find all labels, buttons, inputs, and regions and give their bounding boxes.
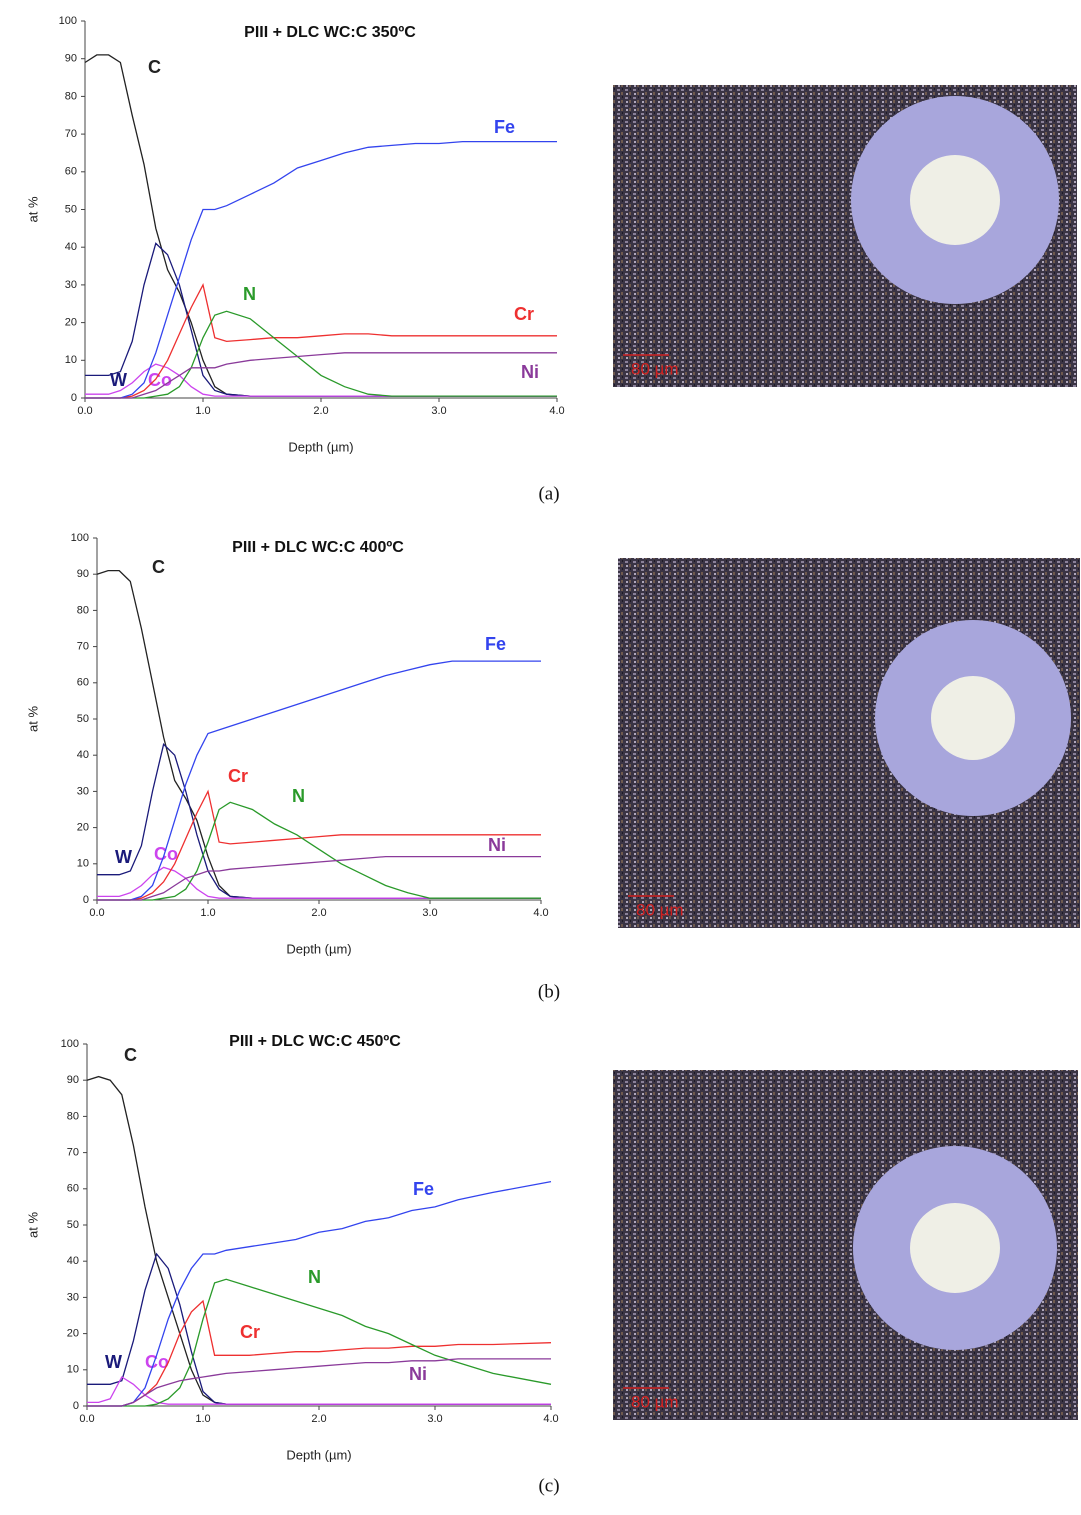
y-tick-label: 80 [67,1110,79,1122]
series-line [85,142,557,398]
y-axis-title: at % [25,196,40,222]
series-label: W [110,370,127,390]
series-label: N [308,1267,321,1287]
chart-title: PIII + DLC WC:C 350ºC [244,24,416,41]
page: 01020304050607080901000.01.02.03.04.0PII… [0,0,1081,1515]
series-line [87,1182,551,1406]
x-tick-label: 3.0 [431,405,446,417]
y-tick-label: 40 [67,1255,79,1267]
wear-core [910,155,1000,245]
y-axis-title: at % [25,706,40,732]
y-tick-label: 70 [77,641,89,653]
wear-core [931,676,1015,760]
y-tick-label: 70 [65,128,77,140]
series-label: Fe [413,1179,434,1199]
x-tick-label: 2.0 [313,405,328,417]
y-tick-label: 60 [67,1183,79,1195]
series-line [97,661,541,900]
y-tick-label: 30 [67,1291,79,1303]
y-tick-label: 70 [67,1147,79,1159]
y-tick-label: 90 [65,53,77,65]
y-tick-label: 30 [65,279,77,291]
y-tick-label: 40 [65,241,77,253]
y-tick-label: 20 [67,1328,79,1340]
x-tick-label: 1.0 [200,907,215,919]
x-tick-label: 4.0 [549,405,564,417]
x-axis-title: Depth (µm) [288,439,353,454]
panel-label: (a) [538,483,559,504]
y-tick-label: 50 [65,203,77,215]
x-tick-label: 0.0 [77,405,92,417]
series-label: Fe [494,117,515,137]
scale-bar-label: 80 µm [636,900,684,919]
y-tick-label: 60 [65,166,77,178]
series-label: C [124,1045,137,1065]
series-label: Cr [228,766,248,786]
x-tick-label: 4.0 [533,907,548,919]
scale-bar-label: 80 µm [631,359,679,378]
y-tick-label: 90 [77,568,89,580]
series-label: Cr [514,304,534,324]
x-tick-label: 1.0 [195,1413,210,1425]
series-label: C [148,57,161,77]
x-axis-title: Depth (µm) [286,1447,351,1462]
x-axis-title: Depth (µm) [286,941,351,956]
y-tick-label: 0 [83,894,89,906]
y-tick-label: 10 [77,858,89,870]
panel-label: (b) [538,981,560,1002]
y-tick-label: 20 [77,822,89,834]
series-line [97,744,541,898]
y-tick-label: 60 [77,677,89,689]
y-tick-label: 40 [77,749,89,761]
y-tick-label: 0 [71,392,77,404]
y-tick-label: 100 [71,532,89,544]
series-label: Ni [488,835,506,855]
series-label: Ni [521,362,539,382]
x-tick-label: 0.0 [89,907,104,919]
series-label: W [105,1352,122,1372]
y-tick-label: 80 [65,90,77,102]
series-label: C [152,557,165,577]
x-tick-label: 1.0 [195,405,210,417]
series-label: Fe [485,634,506,654]
y-tick-label: 90 [67,1074,79,1086]
y-tick-label: 20 [65,317,77,329]
y-tick-label: 50 [77,713,89,725]
series-line [85,55,557,396]
chart-title: PIII + DLC WC:C 400ºC [232,539,404,556]
y-tick-label: 10 [67,1364,79,1376]
x-tick-label: 2.0 [311,907,326,919]
x-tick-label: 4.0 [543,1413,558,1425]
chart-title: PIII + DLC WC:C 450ºC [229,1033,401,1050]
y-tick-label: 30 [77,785,89,797]
series-line [87,1279,551,1406]
y-tick-label: 80 [77,604,89,616]
y-axis-title: at % [25,1212,40,1238]
series-label: N [292,786,305,806]
x-tick-label: 3.0 [422,907,437,919]
wear-core [910,1203,1000,1293]
y-tick-label: 0 [73,1400,79,1412]
series-label: Ni [409,1364,427,1384]
y-tick-label: 50 [67,1219,79,1231]
x-tick-label: 3.0 [427,1413,442,1425]
panel-label: (c) [538,1475,559,1496]
y-tick-label: 100 [61,1038,79,1050]
y-tick-label: 100 [59,15,77,27]
figure: 01020304050607080901000.01.02.03.04.0PII… [0,0,1081,1515]
x-tick-label: 0.0 [79,1413,94,1425]
series-label: Cr [240,1322,260,1342]
scale-bar-label: 80 µm [631,1392,679,1411]
x-tick-label: 2.0 [311,1413,326,1425]
y-tick-label: 10 [65,354,77,366]
series-line [87,1377,551,1404]
series-label: N [243,284,256,304]
series-label: W [115,847,132,867]
